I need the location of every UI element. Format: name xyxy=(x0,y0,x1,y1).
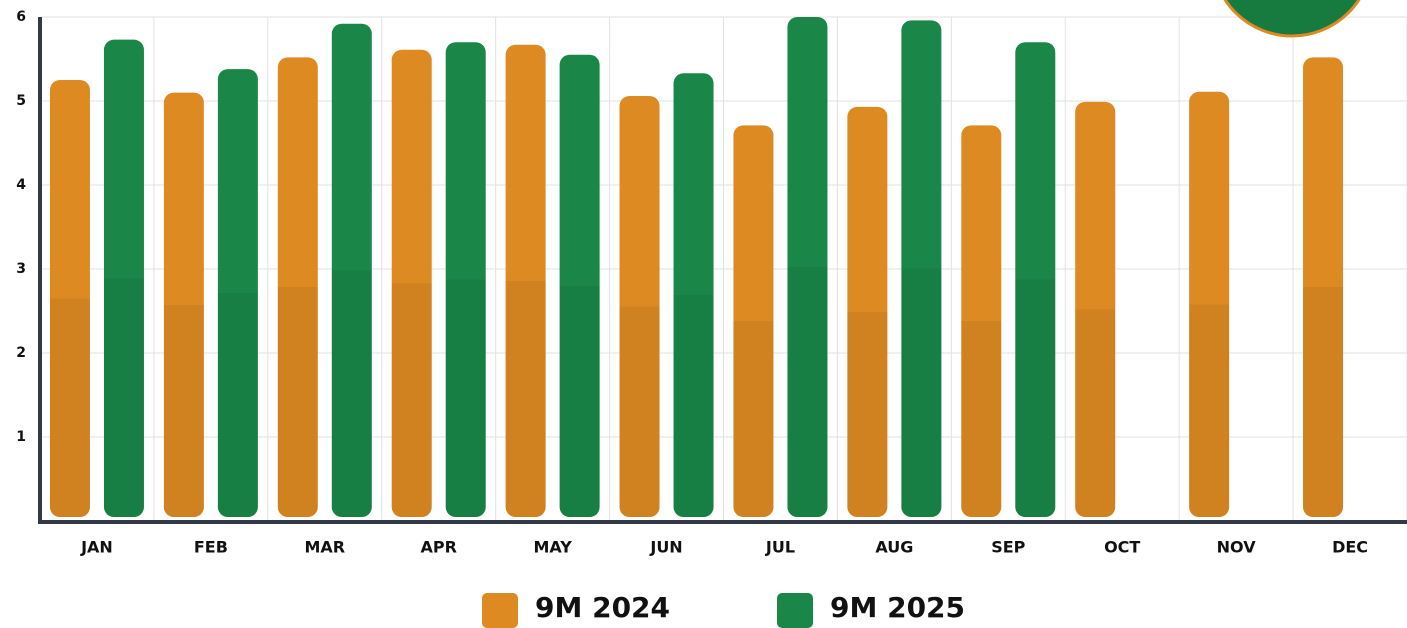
x-tick-label: SEP xyxy=(991,538,1025,557)
bar xyxy=(673,73,714,517)
y-tick-label: 1 xyxy=(16,429,26,445)
bar xyxy=(733,125,774,518)
logo-badge xyxy=(1223,0,1361,38)
bar xyxy=(1303,57,1344,517)
bar xyxy=(787,17,828,517)
bar xyxy=(1015,42,1056,517)
bar xyxy=(217,69,258,517)
legend-label: 9M 2025 xyxy=(830,591,965,624)
bar xyxy=(961,125,1002,518)
bar xyxy=(559,54,600,518)
bar xyxy=(331,23,372,517)
bar xyxy=(505,44,546,517)
x-tick-label: JUL xyxy=(765,538,795,557)
x-tick-label: MAR xyxy=(304,538,345,557)
x-tick-label: AUG xyxy=(875,538,913,557)
legend-label: 9M 2024 xyxy=(535,591,670,624)
y-tick-label: 4 xyxy=(16,177,26,193)
bar xyxy=(103,39,144,518)
bar xyxy=(445,42,486,517)
x-tick-label: OCT xyxy=(1104,538,1140,557)
bar xyxy=(901,20,942,518)
bar xyxy=(391,49,432,517)
bar xyxy=(163,92,204,517)
x-tick-label: APR xyxy=(420,538,456,557)
x-tick-label: NOV xyxy=(1217,538,1257,557)
x-tick-label: FEB xyxy=(194,538,228,557)
bar xyxy=(1189,91,1230,517)
x-tick-label: JUN xyxy=(649,538,682,557)
bar xyxy=(619,95,660,518)
x-tick-label: JAN xyxy=(80,538,113,557)
y-tick-label: 5 xyxy=(16,93,26,109)
y-tick-label: 3 xyxy=(16,261,26,277)
bar xyxy=(49,80,90,517)
legend-swatch xyxy=(777,593,813,628)
legend-swatch xyxy=(482,593,518,628)
bar xyxy=(1075,101,1116,517)
x-tick-label: DEC xyxy=(1332,538,1368,557)
bar xyxy=(277,57,318,517)
x-tick-label: MAY xyxy=(533,538,572,557)
bar xyxy=(847,106,888,517)
y-tick-label: 6 xyxy=(16,9,26,25)
y-tick-label: 2 xyxy=(16,345,26,361)
